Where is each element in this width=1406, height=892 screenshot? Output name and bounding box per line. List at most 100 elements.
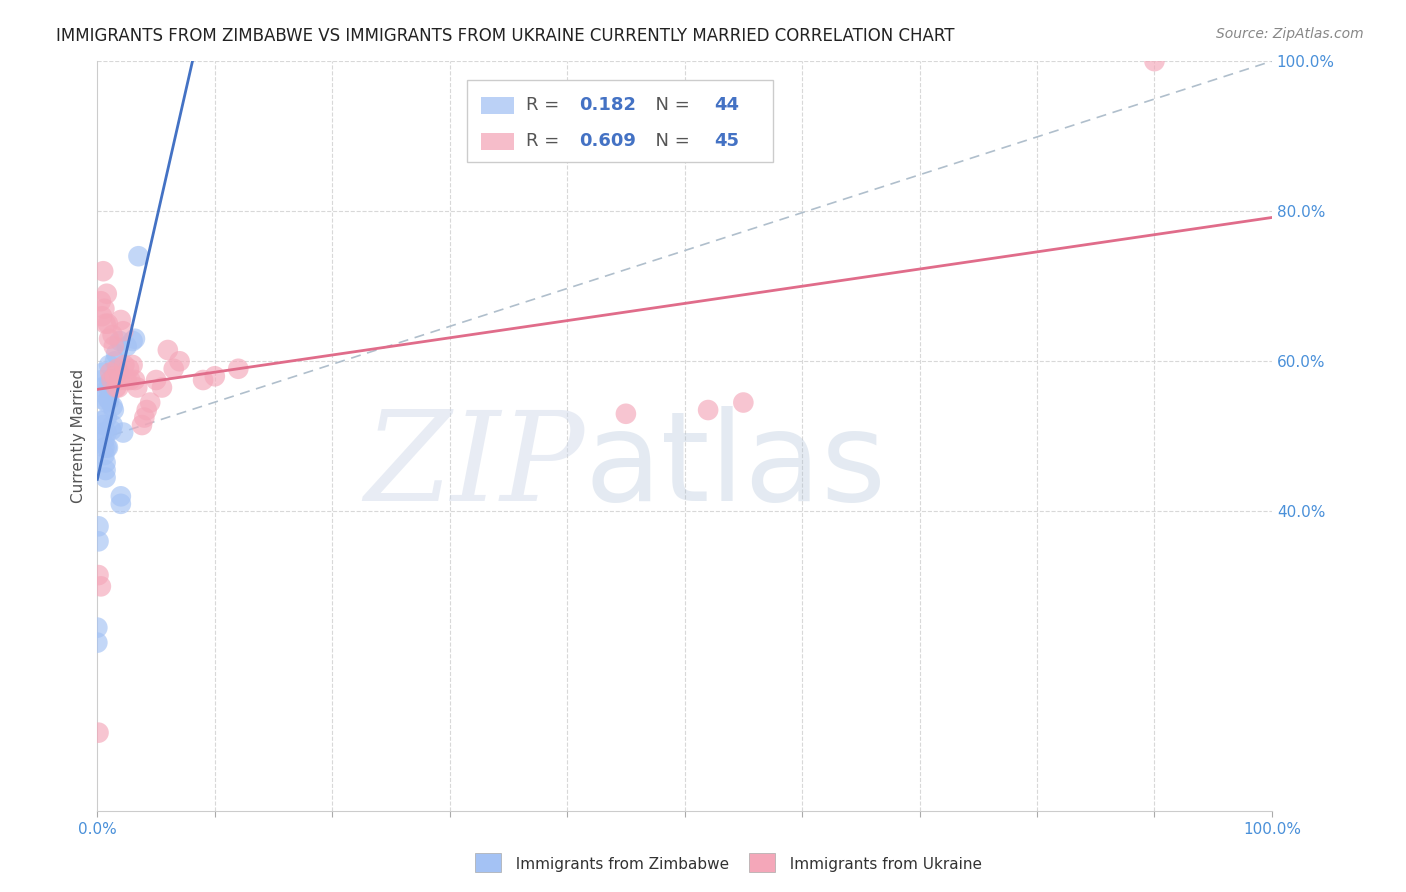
Point: [105, 361, 128, 376]
Text: IMMIGRANTS FROM ZIMBABWE VS IMMIGRANTS FROM UKRAINE CURRENTLY MARRIED CORRELATIO: IMMIGRANTS FROM ZIMBABWE VS IMMIGRANTS F…: [56, 27, 955, 45]
Point: [127, 380, 149, 394]
Point: [124, 332, 146, 346]
Point: [97, 380, 120, 394]
Point: [169, 354, 191, 368]
Point: [91, 373, 114, 387]
Point: [98, 366, 121, 380]
Point: [100, 423, 122, 437]
Point: [96, 395, 118, 409]
Point: [94, 317, 117, 331]
Point: [104, 369, 127, 384]
Point: [120, 373, 142, 387]
FancyBboxPatch shape: [467, 80, 773, 162]
Point: [112, 425, 135, 440]
Point: [204, 369, 226, 384]
Point: [93, 441, 115, 455]
Point: [86, 635, 108, 649]
Point: [97, 317, 120, 331]
Text: 0.609: 0.609: [579, 132, 636, 151]
Text: R =: R =: [526, 132, 565, 151]
Point: [121, 334, 143, 348]
Point: [139, 395, 162, 409]
Point: [108, 334, 131, 348]
Point: [87, 725, 110, 739]
Point: [100, 376, 122, 390]
Point: [145, 373, 167, 387]
Point: [150, 380, 173, 394]
Text: Source: ZipAtlas.com: Source: ZipAtlas.com: [1216, 27, 1364, 41]
Point: [101, 328, 124, 343]
Point: [124, 373, 146, 387]
Point: [191, 373, 214, 387]
Point: [115, 373, 138, 387]
Point: [91, 310, 114, 324]
Point: [107, 364, 129, 378]
Point: [87, 534, 110, 549]
Text: R =: R =: [526, 96, 565, 114]
Point: [131, 417, 153, 432]
Point: [104, 369, 127, 384]
Point: [93, 301, 115, 316]
Point: [112, 358, 135, 372]
Point: [118, 361, 141, 376]
Point: [105, 380, 128, 394]
Point: [96, 286, 118, 301]
FancyBboxPatch shape: [481, 97, 515, 113]
Point: [110, 313, 132, 327]
Point: [101, 399, 124, 413]
Point: [134, 410, 156, 425]
Point: [96, 410, 118, 425]
Point: [104, 354, 127, 368]
Point: [614, 407, 637, 421]
Text: Immigrants from Zimbabwe: Immigrants from Zimbabwe: [506, 857, 730, 872]
FancyBboxPatch shape: [481, 133, 515, 150]
Point: [121, 358, 143, 372]
Point: [91, 425, 114, 440]
Point: [91, 417, 114, 432]
Text: 44: 44: [714, 96, 740, 114]
Text: ZIP: ZIP: [364, 406, 585, 527]
Point: [103, 403, 125, 417]
Text: 45: 45: [714, 132, 740, 151]
Point: [163, 361, 186, 376]
Point: [98, 376, 121, 390]
Point: [91, 366, 114, 380]
Point: [100, 373, 122, 387]
Point: [156, 343, 179, 357]
Point: [110, 489, 132, 503]
Text: atlas: atlas: [585, 406, 887, 527]
Point: [127, 249, 149, 263]
Point: [103, 339, 125, 353]
Point: [96, 425, 118, 440]
Point: [115, 339, 138, 353]
Point: [94, 463, 117, 477]
Point: [110, 497, 132, 511]
Point: [733, 395, 755, 409]
Point: [226, 361, 249, 376]
Point: [98, 358, 121, 372]
Point: [697, 403, 720, 417]
Point: [91, 264, 114, 278]
Point: [91, 380, 114, 394]
Point: [87, 568, 110, 582]
Point: [108, 373, 131, 387]
Y-axis label: Currently Married: Currently Married: [72, 369, 86, 503]
Point: [93, 448, 115, 462]
Point: [105, 347, 128, 361]
Point: [97, 392, 120, 406]
Point: [90, 392, 112, 406]
Text: N =: N =: [644, 132, 695, 151]
Point: [87, 519, 110, 533]
Point: [96, 441, 118, 455]
Point: [98, 332, 121, 346]
Point: [112, 324, 135, 338]
Point: [94, 470, 117, 484]
Point: [86, 621, 108, 635]
Point: [107, 380, 129, 394]
Point: [90, 294, 112, 309]
Point: [90, 414, 112, 428]
Text: 0.182: 0.182: [579, 96, 636, 114]
Point: [97, 441, 120, 455]
Point: [94, 456, 117, 470]
Point: [98, 393, 121, 408]
